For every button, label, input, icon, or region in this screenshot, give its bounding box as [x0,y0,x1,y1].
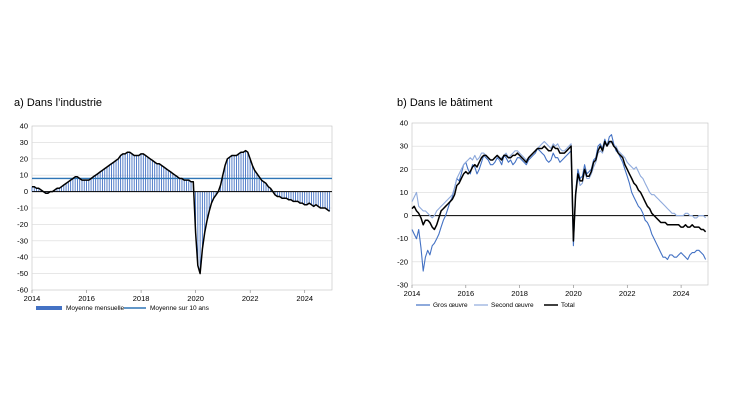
industry-y-tick-label: 30 [20,138,28,147]
industry-y-tick-label: 40 [20,122,28,131]
construction-plot-area [411,122,709,286]
industry-x-tick-label: 2020 [187,294,204,303]
construction-y-tick-label: -30 [397,281,408,290]
industry-y-tick-label: -30 [17,236,28,245]
construction-x-tick-label: 2024 [673,289,690,298]
industry-x-tick-label: 2014 [24,294,41,303]
construction-y-tick-label: 20 [400,165,408,174]
construction-x-tick-label: 2022 [619,289,636,298]
industry-monthly-line [32,149,331,275]
industry-x-tick-label: 2018 [133,294,150,303]
construction-y-tick-label: -10 [397,234,408,243]
legend-gros-oeuvre-label: Gros œuvre [433,302,468,309]
industry-y-tick-label: -40 [17,253,28,262]
industry-y-tick-label: -50 [17,269,28,278]
industry-y-tick-label: -20 [17,220,28,229]
total-line [411,140,707,242]
construction-y-tick-label: 10 [400,188,408,197]
construction-y-tick-label: 0 [404,211,408,220]
construction-y-tick-label: 40 [400,119,408,128]
legend-total-label: Total [561,302,575,309]
industry-chart-title: a) Dans l’industrie [14,97,103,109]
legend-10y-average-label: Moyenne sur 10 ans [150,305,210,312]
industry-y-tick-label: 20 [20,154,28,163]
industry-y-tick-label: -60 [17,286,28,295]
legend-monthly-label: Moyenne mensuelle [66,305,125,312]
construction-y-tick-label: 30 [400,142,408,151]
industry-x-tick-label: 2024 [296,294,313,303]
industry-x-tick-label: 2016 [78,294,95,303]
industry-x-tick-label: 2022 [242,294,259,303]
industry-y-tick-label: 10 [20,171,28,180]
legend-second-oeuvre-label: Second œuvre [491,302,534,309]
gros-oeuvre-line [411,134,707,272]
second-oeuvre-line [411,140,706,237]
construction-x-tick-label: 2016 [457,289,474,298]
industry-y-tick-label: -10 [17,204,28,213]
construction-x-tick-label: 2014 [404,289,421,298]
construction-y-tick-label: -20 [397,257,408,266]
industry-y-tick-label: 0 [24,187,28,196]
construction-x-tick-label: 2020 [565,289,582,298]
legend-monthly-swatch [36,306,62,310]
construction-x-tick-label: 2018 [511,289,528,298]
construction-chart-title: b) Dans le bâtiment [397,97,493,109]
